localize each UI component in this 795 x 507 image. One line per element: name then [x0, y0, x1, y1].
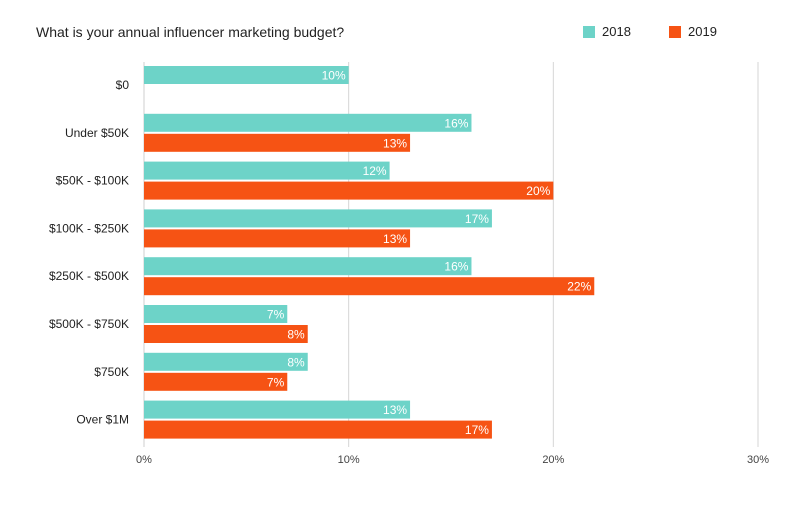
legend-swatch-2019	[669, 25, 681, 38]
category-label: Over $1M	[76, 413, 129, 427]
bar-2018	[144, 66, 349, 84]
bar-value-label: 13%	[383, 136, 407, 150]
legend-item-2018: 2018	[583, 24, 631, 39]
bar-value-label: 13%	[383, 232, 407, 246]
bar-value-label: 10%	[322, 69, 346, 83]
bar-2018	[144, 257, 472, 276]
bar-value-label: 16%	[444, 260, 468, 274]
bar-value-label: 20%	[526, 184, 550, 198]
legend-item-2019: 2019	[669, 24, 717, 39]
bar-2018	[144, 209, 492, 228]
x-tick-label-10: 10%	[338, 454, 360, 466]
category-label: Under $50K	[65, 126, 129, 140]
legend-swatch-2018	[583, 25, 595, 38]
bar-2019	[144, 277, 595, 296]
bar-2019	[144, 325, 308, 343]
bar-value-label: 22%	[567, 280, 591, 294]
category-label: $100K - $250K	[49, 221, 129, 235]
x-tick-label-30: 30%	[747, 454, 769, 466]
bar-value-label: 17%	[465, 423, 489, 437]
x-tick-label-20: 20%	[542, 454, 564, 466]
bar-2018	[144, 352, 308, 371]
legend-label-2019: 2019	[688, 24, 717, 39]
bar-2019	[144, 229, 411, 248]
bar-2018	[144, 161, 390, 180]
category-label: $500K - $750K	[49, 317, 129, 331]
bar-value-label: 8%	[287, 355, 305, 369]
chart-title: What is your annual influencer marketing…	[36, 24, 345, 40]
category-label: $250K - $500K	[49, 269, 129, 283]
bar-value-label: 8%	[287, 328, 305, 342]
bar-2019	[144, 420, 492, 439]
bar-2019	[144, 133, 411, 152]
category-label: $750K	[94, 365, 129, 379]
category-label: $50K - $100K	[56, 174, 129, 188]
bar-2019	[144, 372, 288, 391]
bar-value-label: 12%	[363, 164, 387, 178]
legend-label-2018: 2018	[602, 24, 631, 39]
bar-2018	[144, 305, 288, 323]
bar-value-label: 7%	[267, 375, 285, 389]
bar-2018	[144, 400, 411, 419]
bar-value-label: 13%	[383, 403, 407, 417]
bar-2019	[144, 181, 554, 200]
x-tick-label-0: 0%	[136, 454, 152, 466]
bar-value-label: 16%	[444, 116, 468, 130]
bar-value-label: 17%	[465, 212, 489, 226]
bar-value-label: 7%	[267, 308, 285, 322]
category-label: $0	[116, 78, 130, 92]
bar-2018	[144, 113, 472, 132]
